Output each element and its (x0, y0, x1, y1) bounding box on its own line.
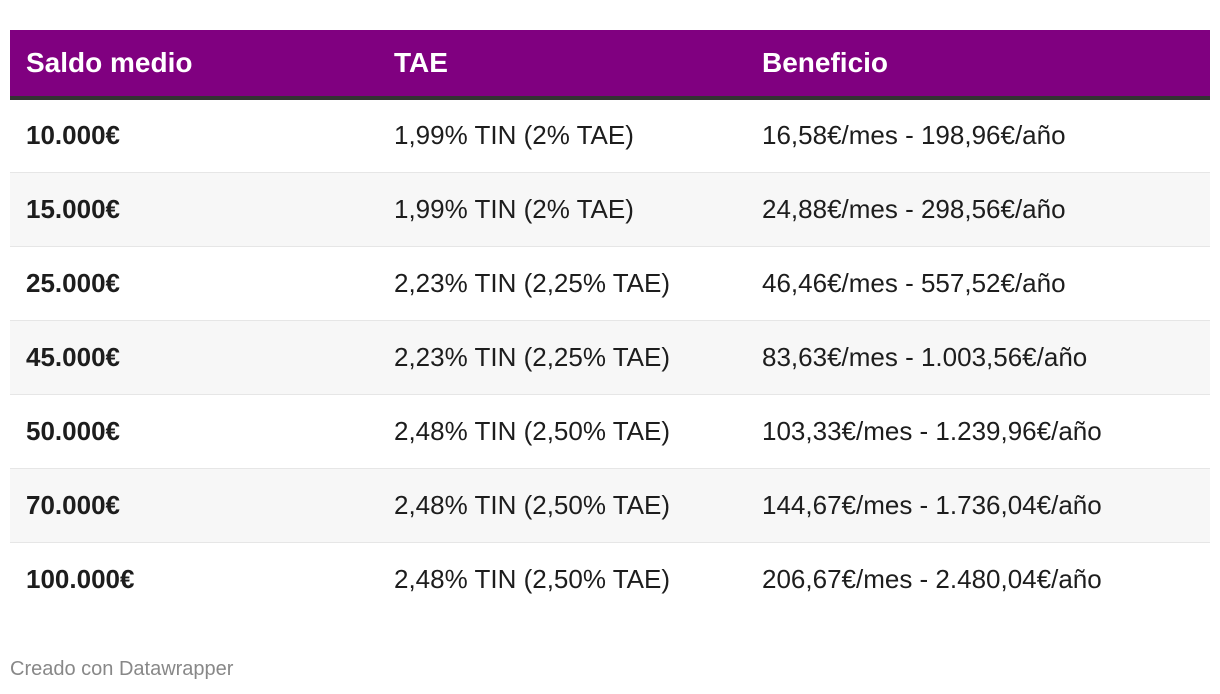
table-row: 50.000€ 2,48% TIN (2,50% TAE) 103,33€/me… (10, 394, 1210, 468)
cell-saldo: 100.000€ (26, 563, 135, 594)
header-saldo-medio[interactable]: Saldo medio (26, 47, 193, 78)
cell-saldo: 25.000€ (26, 267, 120, 298)
table-row: 25.000€ 2,23% TIN (2,25% TAE) 46,46€/mes… (10, 246, 1210, 320)
header-beneficio[interactable]: Beneficio (762, 47, 889, 78)
table-row: 100.000€ 2,48% TIN (2,50% TAE) 206,67€/m… (10, 542, 1210, 616)
cell-beneficio: 144,67€/mes - 1.736,04€/año (762, 489, 1102, 520)
datawrapper-credit[interactable]: Creado con Datawrapper (10, 658, 234, 680)
cell-beneficio: 103,33€/mes - 1.239,96€/año (762, 415, 1102, 446)
cell-tae: 2,48% TIN (2,50% TAE) (394, 415, 671, 446)
table-row: 15.000€ 1,99% TIN (2% TAE) 24,88€/mes - … (10, 172, 1210, 246)
cell-saldo: 45.000€ (26, 341, 120, 372)
table-body: 10.000€ 1,99% TIN (2% TAE) 16,58€/mes - … (10, 98, 1210, 616)
cell-tae: 2,23% TIN (2,25% TAE) (394, 267, 671, 298)
cell-beneficio: 206,67€/mes - 2.480,04€/año (762, 563, 1102, 594)
table-row: 10.000€ 1,99% TIN (2% TAE) 16,58€/mes - … (10, 98, 1210, 172)
table-row: 70.000€ 2,48% TIN (2,50% TAE) 144,67€/me… (10, 468, 1210, 542)
data-table-container: Saldo medio TAE Beneficio 10.000€ 1,99% … (10, 30, 1210, 616)
cell-tae: 2,23% TIN (2,25% TAE) (394, 341, 671, 372)
table-row: 45.000€ 2,23% TIN (2,25% TAE) 83,63€/mes… (10, 320, 1210, 394)
header-tae[interactable]: TAE (394, 47, 448, 78)
cell-beneficio: 46,46€/mes - 557,52€/año (762, 267, 1066, 298)
cell-beneficio: 24,88€/mes - 298,56€/año (762, 193, 1066, 224)
cell-tae: 1,99% TIN (2% TAE) (394, 120, 634, 151)
cell-tae: 2,48% TIN (2,50% TAE) (394, 563, 671, 594)
cell-saldo: 50.000€ (26, 415, 120, 446)
cell-tae: 1,99% TIN (2% TAE) (394, 193, 634, 224)
cell-tae: 2,48% TIN (2,50% TAE) (394, 489, 671, 520)
data-table: Saldo medio TAE Beneficio 10.000€ 1,99% … (10, 30, 1210, 616)
cell-beneficio: 16,58€/mes - 198,96€/año (762, 120, 1066, 151)
cell-saldo: 70.000€ (26, 489, 120, 520)
cell-saldo: 15.000€ (26, 193, 120, 224)
cell-beneficio: 83,63€/mes - 1.003,56€/año (762, 341, 1088, 372)
header-row: Saldo medio TAE Beneficio (10, 30, 1210, 98)
table-header: Saldo medio TAE Beneficio (10, 30, 1210, 98)
cell-saldo: 10.000€ (26, 120, 120, 151)
